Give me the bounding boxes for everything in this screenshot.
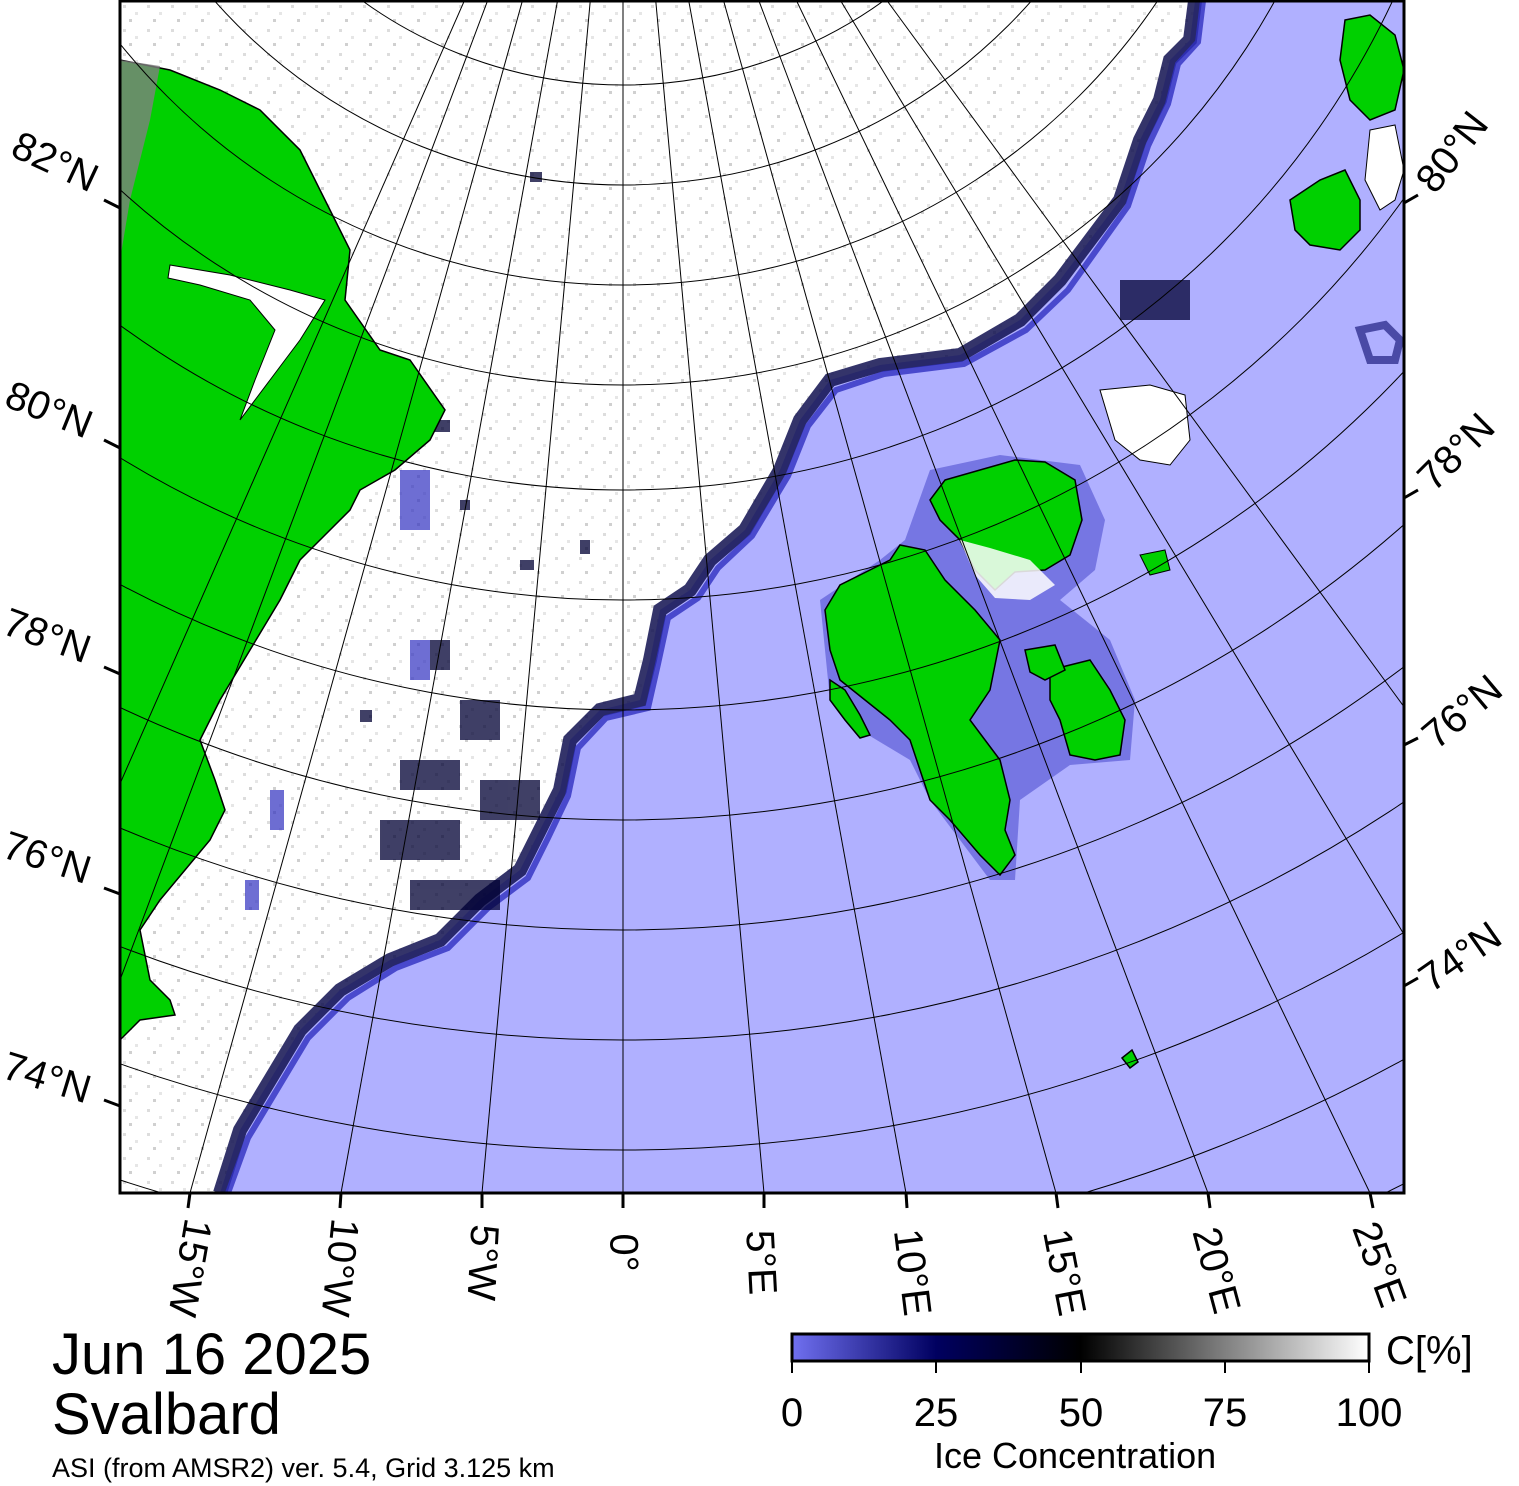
lon-label-5w: 5°W xyxy=(458,1223,507,1302)
meridian-line xyxy=(688,1,907,1193)
franz-josef-land-ice xyxy=(1364,124,1404,211)
meridians xyxy=(120,1,1404,1193)
greenland-glacier xyxy=(120,60,160,260)
ice-holes xyxy=(245,470,430,910)
prins-karls-forland xyxy=(829,678,872,739)
colorbar-tick-100: 100 xyxy=(1335,1391,1403,1435)
bjornoya-island xyxy=(1120,1048,1139,1070)
meridian-line xyxy=(723,1,1057,1193)
sea-ice-pack xyxy=(120,1,1195,1193)
meridian-line xyxy=(758,1,1209,1193)
meridian-line xyxy=(340,1,558,1193)
marginal-ice-zone-edge xyxy=(225,1,1206,1193)
colorbar-unit: C[%] xyxy=(1386,1329,1473,1373)
kvitoya-island xyxy=(1099,384,1191,466)
marginal-ice-zone xyxy=(213,1,1202,1193)
frame-ticks xyxy=(103,193,1419,1209)
spitsbergen-island xyxy=(824,544,1016,877)
meridian-line xyxy=(796,1,1371,1193)
greenland-fjord xyxy=(167,264,326,421)
barentsoya-island xyxy=(1024,644,1066,681)
lon-label-5e: 5°E xyxy=(737,1228,785,1297)
meridian-line xyxy=(120,1,489,982)
meridian-line xyxy=(120,1,465,785)
franz-josef-land-north xyxy=(1339,14,1404,121)
edgeoya-island xyxy=(1049,659,1126,761)
colorbar-tick-25: 25 xyxy=(913,1391,959,1435)
meridian-line xyxy=(655,1,765,1193)
colorbar-tick-75: 75 xyxy=(1202,1391,1248,1435)
lon-label-0: 0° xyxy=(601,1233,646,1272)
meridian-line xyxy=(481,1,591,1193)
nordaustlandet-ice xyxy=(960,540,1055,600)
colorbar-tick-50: 50 xyxy=(1058,1391,1104,1435)
kong-karls-land xyxy=(1139,549,1171,576)
meridian-line xyxy=(189,1,523,1193)
colorbar-tick-0: 0 xyxy=(780,1391,804,1435)
colorbar-gradient xyxy=(790,1332,1371,1363)
franz-josef-land-west xyxy=(1289,169,1361,251)
map-frame xyxy=(118,0,1406,1195)
map-region: Svalbard xyxy=(52,1382,281,1447)
colorbar-ticks xyxy=(791,1361,1370,1373)
data-source: ASI (from AMSR2) ver. 5.4, Grid 3.125 km xyxy=(52,1453,555,1483)
nordaustlandet-island xyxy=(929,459,1083,592)
map-date: Jun 16 2025 xyxy=(52,1322,372,1387)
colorbar-title: Ice Concentration xyxy=(934,1435,1217,1476)
meridian-line xyxy=(886,1,1404,708)
ice-floes xyxy=(360,172,1190,910)
franz-josef-land-halo xyxy=(1354,320,1404,364)
